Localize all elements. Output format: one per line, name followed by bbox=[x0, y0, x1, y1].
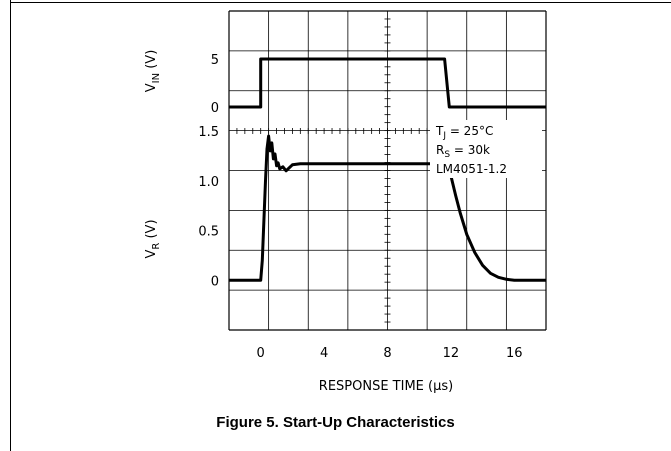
frame-top-border bbox=[10, 2, 671, 3]
ylabel-vin: VIN (V) bbox=[144, 50, 162, 93]
ylabel-vr-unit: (V) bbox=[144, 219, 159, 242]
ylabel-vr-sub: R bbox=[151, 243, 162, 250]
y-tick-label: 1.0 bbox=[198, 175, 219, 190]
annotation-tj-rest: = 25°C bbox=[446, 124, 493, 138]
x-tick-label: 8 bbox=[383, 346, 391, 361]
annotation-rs: RS = 30k bbox=[436, 143, 490, 160]
annotation-tj-sub: J bbox=[442, 131, 446, 141]
y-tick-label: 1.5 bbox=[198, 125, 219, 140]
series-layer bbox=[229, 57, 546, 282]
y-tick-label: 0 bbox=[211, 274, 219, 289]
x-tick-label: 0 bbox=[257, 346, 265, 361]
annotation-rs-sub: S bbox=[444, 150, 450, 160]
ylabel-vr: VR (V) bbox=[144, 219, 162, 258]
y-tick-labels: 0 5 0 0.5 1.0 1.5 bbox=[198, 53, 219, 289]
y-tick-label: 0 bbox=[211, 101, 219, 116]
y-tick-label: 5 bbox=[211, 53, 219, 68]
x-tick-label: 12 bbox=[443, 346, 460, 361]
x-tick-label: 4 bbox=[320, 346, 328, 361]
figure-caption: Figure 5. Start-Up Characteristics bbox=[216, 414, 455, 431]
frame-left-border bbox=[10, 0, 11, 451]
x-tick-label: 16 bbox=[506, 346, 523, 361]
annotation-rs-main: R bbox=[436, 143, 444, 157]
annotation-device: LM4051-1.2 bbox=[436, 162, 507, 176]
annotation-background bbox=[430, 120, 542, 178]
annotation-rs-rest: = 30k bbox=[450, 143, 490, 157]
y-tick-label: 0.5 bbox=[198, 225, 219, 240]
ylabel-vin-main: V bbox=[144, 83, 159, 92]
annotation-tj: TJ = 25°C bbox=[435, 124, 493, 141]
series-vin bbox=[229, 57, 546, 109]
ylabel-vr-main: V bbox=[144, 250, 159, 259]
ylabel-vin-unit: (V) bbox=[144, 50, 159, 73]
ylabel-vin-sub: IN bbox=[151, 73, 162, 83]
x-tick-labels: 0 4 8 12 16 bbox=[257, 346, 523, 361]
annotation-box: TJ = 25°C RS = 30k LM4051-1.2 bbox=[430, 120, 542, 178]
x-axis-title: RESPONSE TIME (µs) bbox=[319, 379, 453, 394]
series-vr bbox=[229, 134, 546, 282]
annotation-tj-main: T bbox=[435, 124, 444, 138]
